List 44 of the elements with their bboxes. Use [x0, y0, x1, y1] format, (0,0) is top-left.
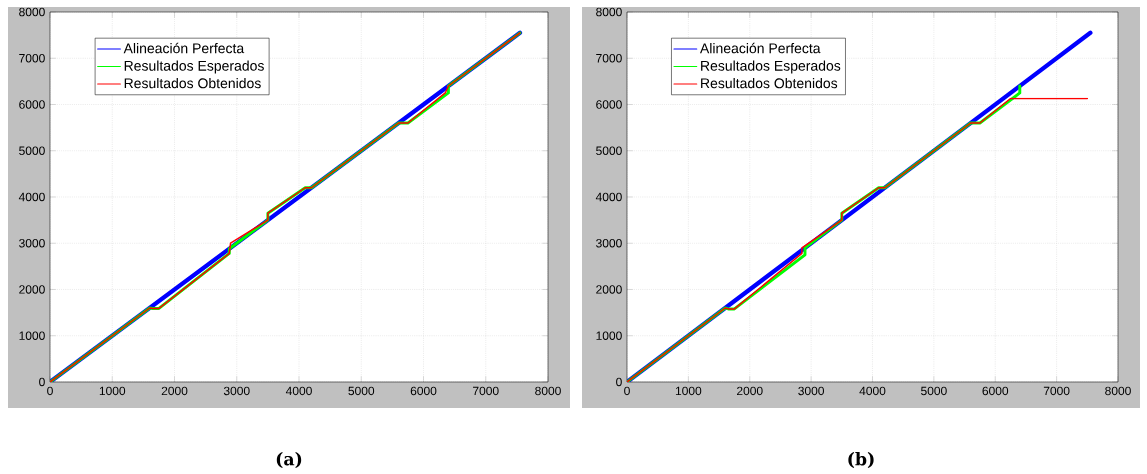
x-tick-label: 3000: [798, 386, 824, 396]
x-tick-label: 4000: [859, 386, 886, 396]
x-tick-label: 8000: [535, 386, 561, 396]
x-tick-label: 6000: [410, 386, 437, 396]
y-tick-label: 1000: [19, 331, 45, 340]
x-tick-label: 7000: [1043, 386, 1070, 396]
y-tick-label: 6000: [596, 100, 622, 109]
x-tick-label: 0: [47, 386, 53, 396]
legend-label: Alineación Perfecta: [699, 42, 821, 54]
x-tick-label: 5000: [921, 386, 947, 396]
text: (a): [276, 452, 302, 468]
x-tick-label: 1000: [99, 386, 126, 396]
y-tick-label: 2000: [596, 285, 622, 294]
x-tick-label: 0: [624, 386, 630, 396]
x-tick-label: 3000: [223, 386, 250, 396]
x-tick-label: 5000: [348, 386, 375, 396]
y-tick-label: 4000: [18, 192, 45, 202]
y-tick-label: 6000: [19, 100, 45, 109]
legend-label: Resultados Obtenidos: [701, 77, 838, 89]
x-tick-label: 2000: [161, 386, 188, 396]
y-tick-label: 0: [616, 377, 622, 387]
x-tick-label: 1000: [675, 386, 702, 396]
y-tick-label: 7000: [596, 54, 622, 63]
y-tick-label: 1000: [596, 331, 622, 340]
text: (b): [848, 452, 874, 468]
x-tick-label: 8000: [1105, 386, 1131, 396]
y-tick-label: 0: [39, 377, 45, 387]
y-tick-label: 8000: [596, 7, 622, 17]
legend-label: Resultados Esperados: [124, 60, 264, 74]
x-tick-label: 4000: [285, 386, 312, 396]
legend-label: Resultados Esperados: [701, 60, 841, 74]
legend-label: Resultados Obtenidos: [124, 77, 261, 89]
x-tick-label: 2000: [737, 386, 763, 396]
y-tick-label: 3000: [19, 238, 45, 248]
y-tick-label: 7000: [19, 54, 45, 63]
y-tick-label: 8000: [19, 7, 45, 17]
y-tick-label: 4000: [595, 192, 622, 202]
y-tick-label: 5000: [19, 146, 45, 155]
x-tick-label: 6000: [982, 386, 1009, 396]
legend-label: Alineación Perfecta: [123, 42, 245, 54]
y-tick-label: 2000: [19, 285, 45, 294]
y-tick-label: 5000: [596, 146, 622, 155]
y-tick-label: 3000: [596, 238, 622, 248]
x-tick-label: 7000: [473, 386, 499, 396]
